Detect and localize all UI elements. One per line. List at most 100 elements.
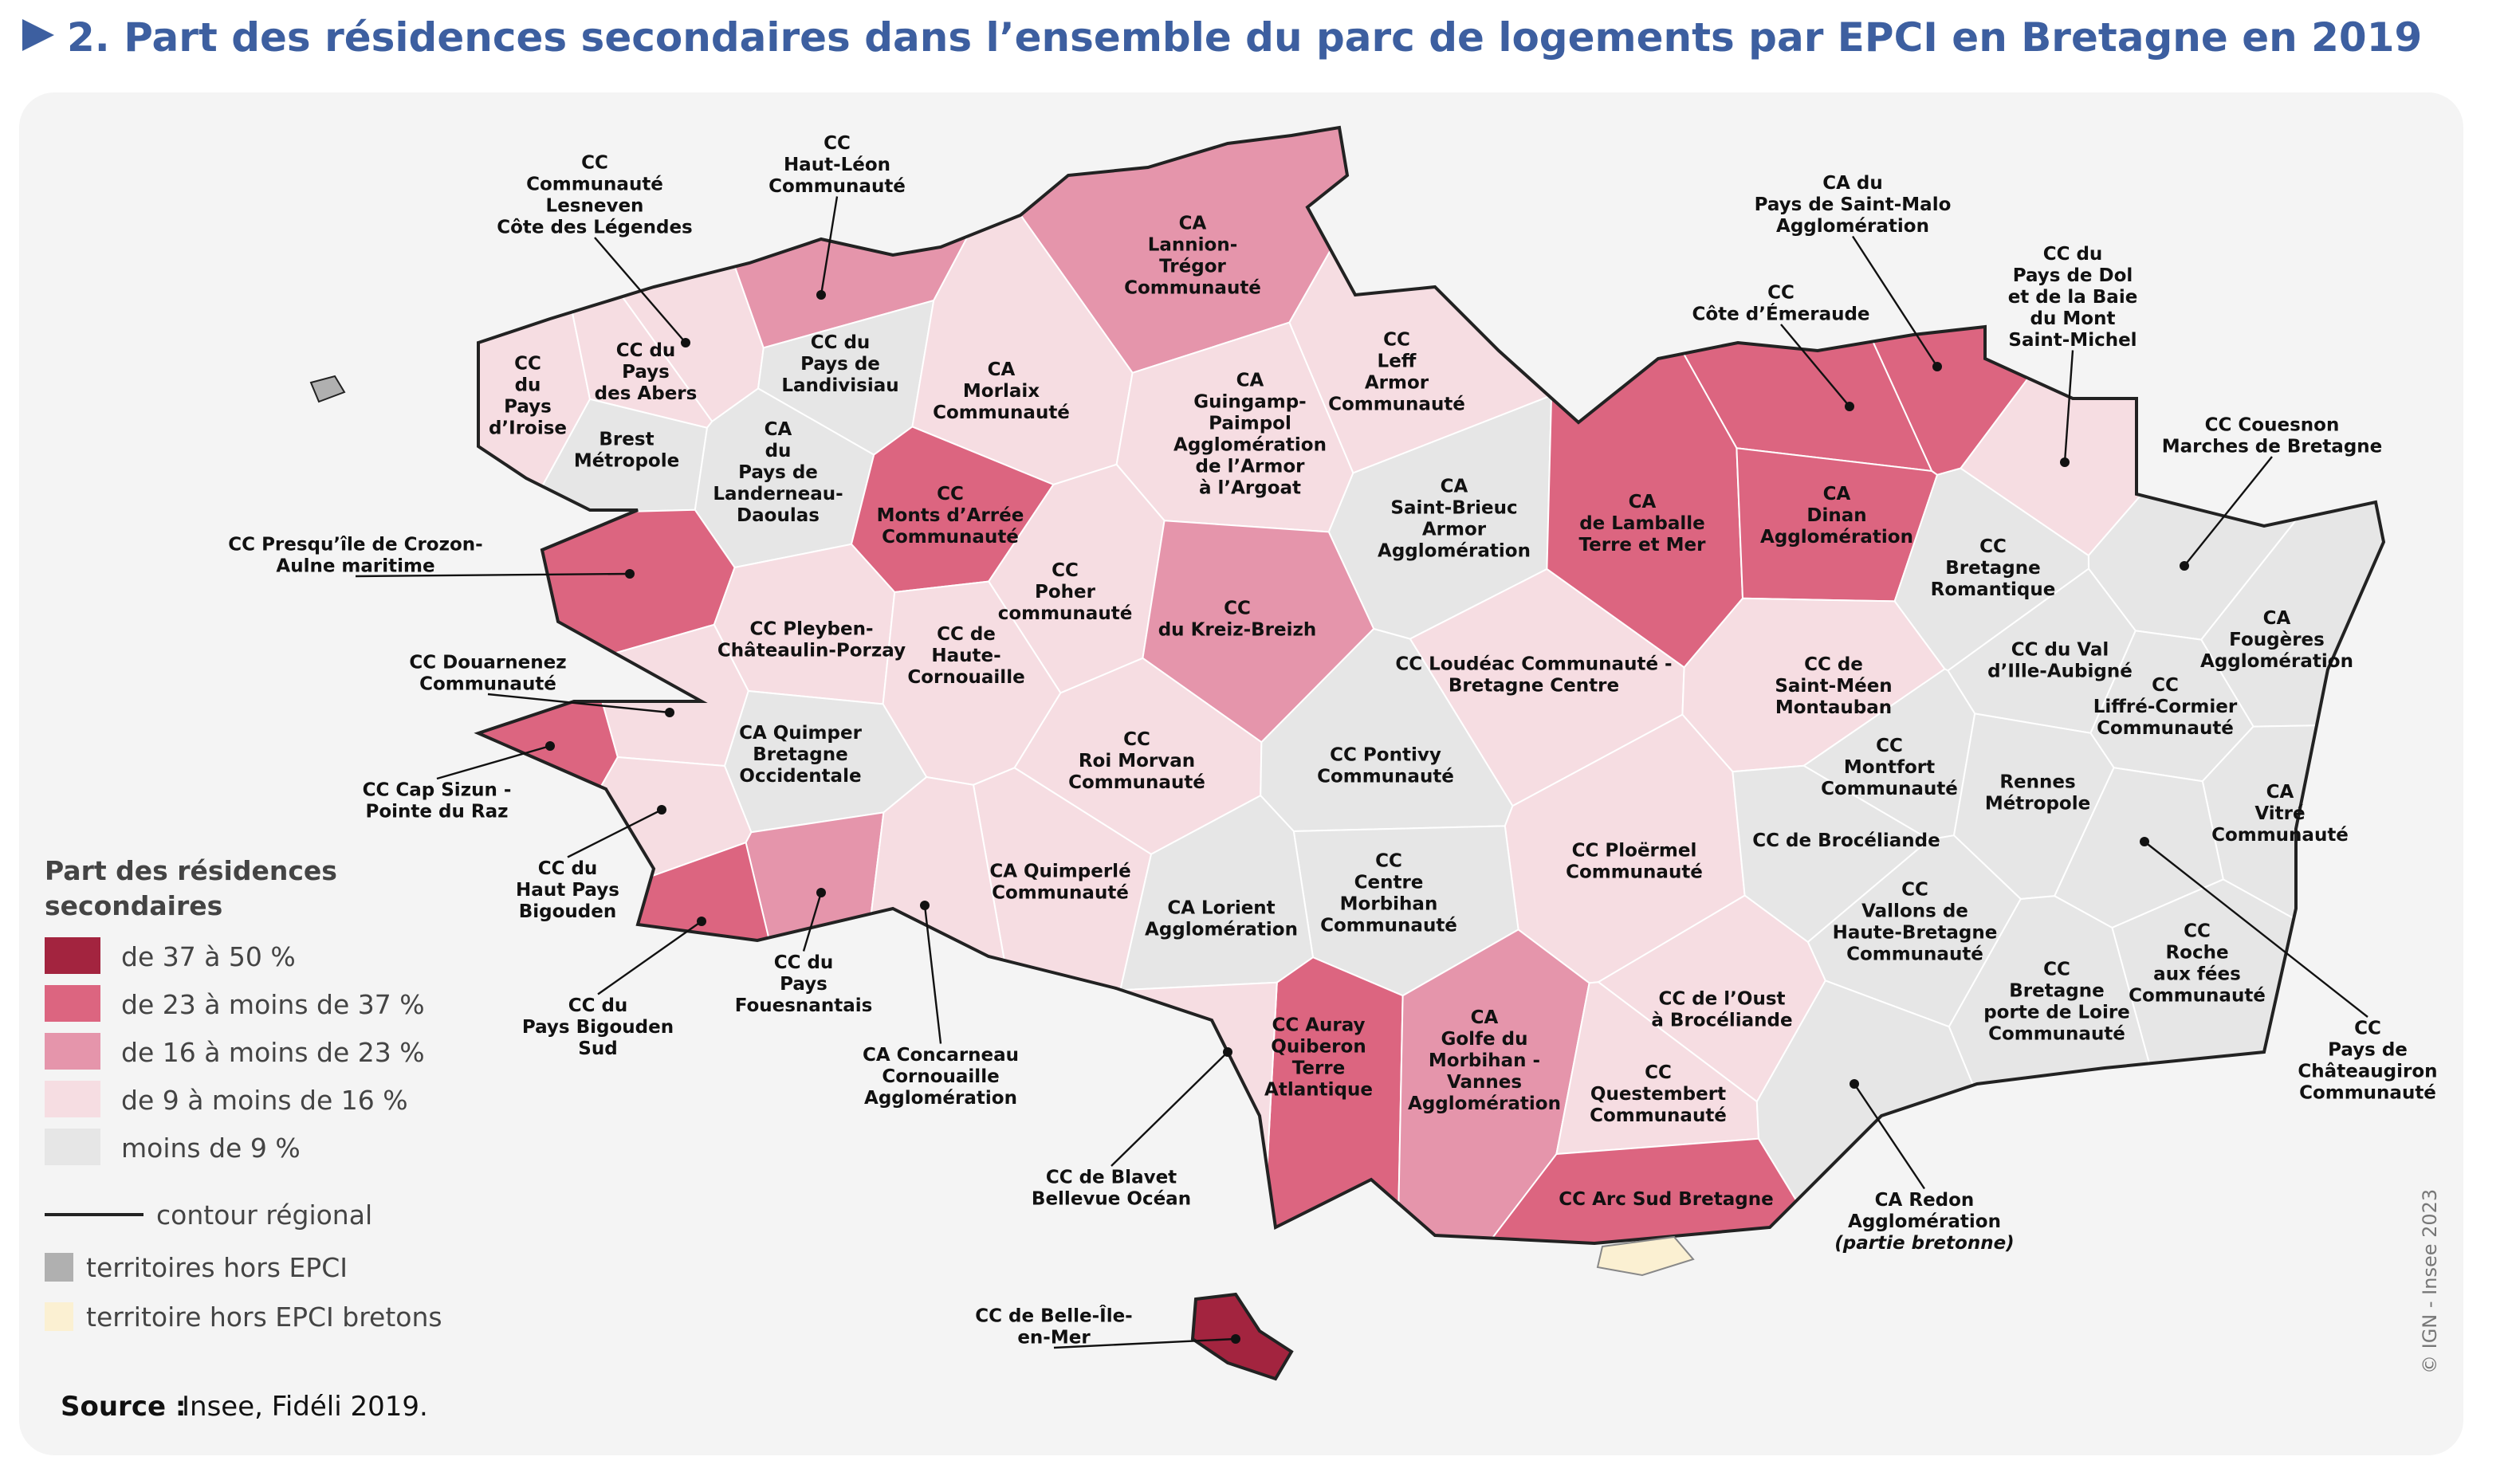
area-label: CC	[1901, 880, 1928, 901]
legend-label: contour régional	[156, 1199, 372, 1231]
area-label: Pays de	[2328, 1040, 2408, 1061]
area-label: à l’Argoat	[1199, 478, 1301, 499]
leader-dot	[816, 888, 826, 897]
area-label: Pays de Dol	[2013, 265, 2133, 286]
area-label: Bretagne	[2009, 981, 2104, 1002]
area-label: CC	[824, 133, 851, 154]
area-label: Centre	[1354, 873, 1424, 893]
area-label: Leff	[1378, 351, 1417, 372]
area-label: Terre	[1292, 1058, 1346, 1079]
area-label: Haut Pays	[516, 880, 619, 901]
area-label: Saint-Méen	[1775, 676, 1892, 697]
area-label: Haut-Léon	[784, 155, 890, 175]
area-label: d’Iroise	[489, 418, 567, 439]
area-label: Côte d’Émeraude	[1692, 303, 1869, 325]
area-label: Brest	[599, 430, 654, 450]
area-label: Communauté	[1566, 862, 1703, 883]
area-label: du	[765, 441, 792, 461]
leader-line	[923, 905, 942, 1044]
area-label: Armor	[1422, 520, 1487, 540]
area-label: Occidentale	[739, 766, 861, 787]
leader-line	[597, 921, 702, 995]
area-label: CA	[1471, 1007, 1499, 1028]
legend-swatch	[45, 1302, 73, 1331]
legend-swatch	[45, 1033, 100, 1070]
area-label: du Mont	[2030, 308, 2116, 329]
area-label: Communauté	[1124, 278, 1261, 299]
area-label: Communauté	[1317, 767, 1454, 787]
area-label: Saint-Brieuc	[1390, 498, 1517, 519]
area-label: CC Cap Sizun -	[363, 780, 512, 801]
area-label: Vitré	[2254, 803, 2305, 824]
area-label: CC du	[538, 858, 598, 879]
area-label: CC de l’Oust	[1658, 989, 1785, 1010]
outside-island	[309, 375, 346, 403]
area-label: CC Loudéac Communauté -	[1395, 654, 1672, 675]
area-label: Dinan	[1806, 505, 1866, 526]
area-label: CC	[1224, 599, 1251, 619]
legend-title: Part des résidences	[45, 855, 337, 886]
area-label: CA du	[1822, 173, 1883, 194]
area-label: Trégor	[1159, 257, 1226, 277]
area-label: Sud	[578, 1038, 617, 1059]
area-label: CC Arc Sud Bretagne	[1559, 1189, 1773, 1210]
area-label: Golfe du	[1441, 1029, 1527, 1050]
title: 2. Part des résidences secondaires dans …	[67, 14, 2422, 61]
area-label: Monts d’Arrée	[877, 505, 1024, 526]
leader-dot	[2180, 561, 2189, 571]
area-label: Agglomération	[2200, 651, 2353, 672]
leader-line	[355, 572, 631, 578]
legend-label: territoires hors EPCI	[86, 1252, 348, 1283]
area-label: Pays	[780, 974, 827, 995]
area-label: CA	[2266, 782, 2294, 803]
area-label: CA	[765, 419, 792, 440]
area-label: Agglomération	[1776, 216, 1929, 237]
area-label: CA Quimper	[739, 723, 863, 744]
area-label: CC Couesnon	[2205, 415, 2340, 436]
leader-dot	[657, 805, 666, 815]
area-label: Lannion-	[1148, 235, 1238, 256]
area-label: CC de Brocéliande	[1752, 830, 1940, 851]
leader-line	[436, 744, 551, 780]
leader-dot	[1932, 362, 1942, 371]
area-label: Morbihan -	[1429, 1050, 1540, 1071]
area-label: Fougères	[2229, 630, 2325, 650]
area-label: Pays de	[738, 462, 818, 483]
legend-label: de 23 à moins de 37 %	[121, 989, 425, 1020]
leader-line	[820, 196, 839, 296]
area-label: d’Ille-Aubigné	[1987, 662, 2133, 682]
area-label: Bretagne	[1945, 558, 2040, 579]
area-label: Agglomération	[864, 1088, 1017, 1109]
leader-dot	[2060, 457, 2070, 467]
area-label: Communauté	[2097, 718, 2234, 739]
area-label: CC Ploërmel	[1572, 841, 1697, 862]
legend-label: de 37 à 50 %	[121, 941, 296, 972]
area-label: CC	[2184, 921, 2211, 942]
area-label: CC de Blavet	[1046, 1168, 1177, 1188]
area-label: en-Mer	[1017, 1328, 1091, 1349]
area-label: Communauté	[1320, 916, 1457, 936]
area-label: des Abers	[595, 383, 698, 404]
area-label: CC du	[616, 340, 676, 361]
area-label: et de la Baie	[2008, 287, 2138, 308]
area-label: CA	[2263, 608, 2291, 629]
area-label: Métropole	[1985, 794, 2090, 815]
area-label: Agglomération	[1408, 1093, 1561, 1114]
leader-dot	[1223, 1047, 1232, 1057]
area-label: Armor	[1365, 373, 1429, 394]
leader-line	[1851, 235, 1939, 367]
legend: Part des résidences secondaires contour …	[45, 855, 442, 1333]
area-label: CA	[1441, 477, 1468, 497]
area-label: CA	[1179, 214, 1207, 234]
area-label: Paimpol	[1209, 414, 1291, 434]
area-label: Communauté	[2299, 1083, 2436, 1104]
leader-dot	[545, 741, 555, 751]
title-arrow	[22, 19, 54, 51]
area-label: Pointe du Raz	[366, 802, 509, 822]
leader-line	[594, 237, 686, 344]
area-label: CC du	[2043, 244, 2103, 265]
legend-swatch	[45, 1253, 73, 1282]
area-note: (partie bretonne)	[1834, 1233, 2014, 1254]
area-label: CC	[1375, 851, 1402, 872]
